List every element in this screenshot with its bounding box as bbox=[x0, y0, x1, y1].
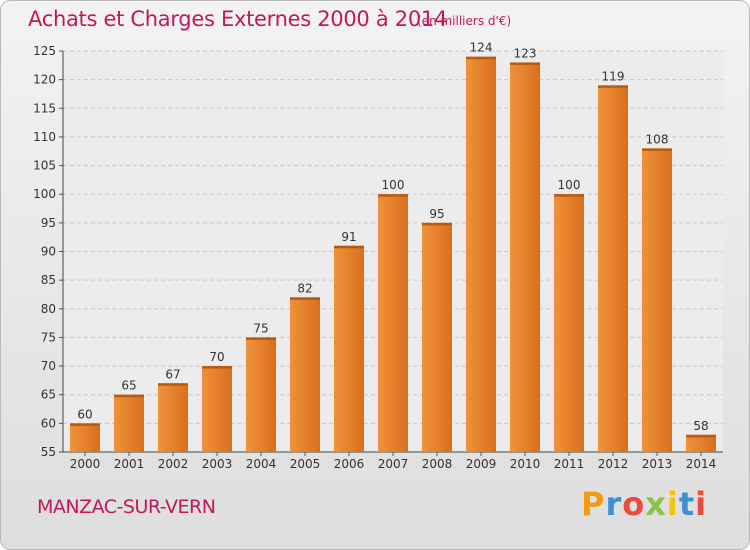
bar bbox=[510, 62, 540, 452]
bar bbox=[554, 194, 584, 452]
chart-title: Achats et Charges Externes 2000 à 2014 bbox=[28, 7, 448, 31]
x-tick-label: 2008 bbox=[422, 457, 453, 471]
bar bbox=[378, 194, 408, 452]
x-tick-label: 2003 bbox=[202, 457, 233, 471]
y-tick-label: 90 bbox=[41, 245, 56, 259]
bar-cap bbox=[158, 383, 188, 386]
y-tick-label: 105 bbox=[33, 159, 56, 173]
y-tick-label: 110 bbox=[33, 130, 56, 144]
bar-cap bbox=[686, 434, 716, 438]
logo-letter: x bbox=[645, 485, 667, 523]
y-tick-label: 125 bbox=[33, 44, 56, 58]
data-label: 75 bbox=[253, 321, 268, 335]
y-tick-label: 95 bbox=[41, 216, 56, 230]
x-tick-label: 2002 bbox=[158, 457, 189, 471]
x-tick-label: 2012 bbox=[598, 457, 629, 471]
data-label: 58 bbox=[693, 419, 708, 433]
logo-letter: o bbox=[622, 485, 646, 523]
bar bbox=[598, 85, 628, 452]
data-label: 119 bbox=[602, 69, 625, 83]
data-label: 95 bbox=[429, 207, 444, 221]
bar-cap bbox=[554, 194, 584, 197]
bar bbox=[158, 383, 188, 452]
bar bbox=[114, 394, 144, 452]
data-label: 91 bbox=[341, 230, 356, 244]
x-tick-label: 2006 bbox=[334, 457, 365, 471]
y-tick-label: 65 bbox=[41, 388, 56, 402]
bar-cap bbox=[422, 222, 452, 226]
x-tick-label: 2005 bbox=[290, 457, 321, 471]
y-tick-label: 70 bbox=[41, 359, 56, 373]
x-tick-label: 2013 bbox=[642, 457, 673, 471]
bar-cap bbox=[290, 297, 320, 300]
bar-cap bbox=[114, 394, 144, 398]
data-label: 65 bbox=[121, 379, 136, 393]
data-label: 67 bbox=[165, 367, 180, 381]
x-tick-label: 2000 bbox=[70, 457, 101, 471]
bar-cap bbox=[598, 85, 628, 88]
bar bbox=[70, 423, 100, 452]
x-tick-label: 2011 bbox=[554, 457, 585, 471]
x-tick-label: 2014 bbox=[686, 457, 717, 471]
data-label: 70 bbox=[209, 350, 224, 364]
logo-letter: r bbox=[605, 485, 623, 523]
x-tick-label: 2007 bbox=[378, 457, 409, 471]
bar bbox=[686, 434, 716, 452]
logo-letter: P bbox=[581, 485, 606, 523]
data-label: 108 bbox=[646, 132, 669, 146]
logo-letter: i bbox=[666, 485, 679, 523]
y-tick-label: 120 bbox=[33, 73, 56, 87]
bar-cap bbox=[202, 366, 232, 369]
data-label: 82 bbox=[297, 281, 312, 295]
place-name: MANZAC-SUR-VERN bbox=[37, 496, 216, 518]
bar bbox=[466, 56, 496, 452]
x-tick-label: 2004 bbox=[246, 457, 277, 471]
x-tick-label: 2001 bbox=[114, 457, 145, 471]
x-tick-label: 2010 bbox=[510, 457, 541, 471]
proxiti-logo[interactable]: Proxiti bbox=[581, 485, 707, 523]
data-label: 124 bbox=[470, 41, 493, 55]
data-label: 100 bbox=[382, 178, 405, 192]
y-tick-label: 85 bbox=[41, 273, 56, 287]
logo-letter: t bbox=[678, 485, 696, 523]
data-label: 123 bbox=[514, 46, 537, 60]
y-tick-label: 115 bbox=[33, 101, 56, 115]
bar-cap bbox=[510, 62, 540, 65]
logo-letter: i bbox=[695, 485, 708, 523]
y-tick-label: 100 bbox=[33, 187, 56, 201]
bar-cap bbox=[70, 423, 100, 426]
bar-cap bbox=[246, 337, 276, 340]
bar bbox=[642, 148, 672, 452]
bar bbox=[202, 366, 232, 452]
bar-cap bbox=[642, 148, 672, 151]
bar bbox=[290, 297, 320, 452]
data-label: 100 bbox=[558, 178, 581, 192]
chart-unit-note: (en milliers d'€) bbox=[417, 14, 512, 28]
y-tick-label: 60 bbox=[41, 416, 56, 430]
bar-cap bbox=[334, 245, 364, 249]
y-tick-label: 80 bbox=[41, 302, 56, 316]
y-tick-label: 55 bbox=[41, 445, 56, 459]
bar-cap bbox=[378, 194, 408, 197]
bar bbox=[422, 222, 452, 452]
bar bbox=[334, 245, 364, 452]
bar bbox=[246, 337, 276, 452]
y-tick-label: 75 bbox=[41, 330, 56, 344]
x-tick-label: 2009 bbox=[466, 457, 497, 471]
data-label: 60 bbox=[77, 407, 92, 421]
bar-cap bbox=[466, 56, 496, 60]
